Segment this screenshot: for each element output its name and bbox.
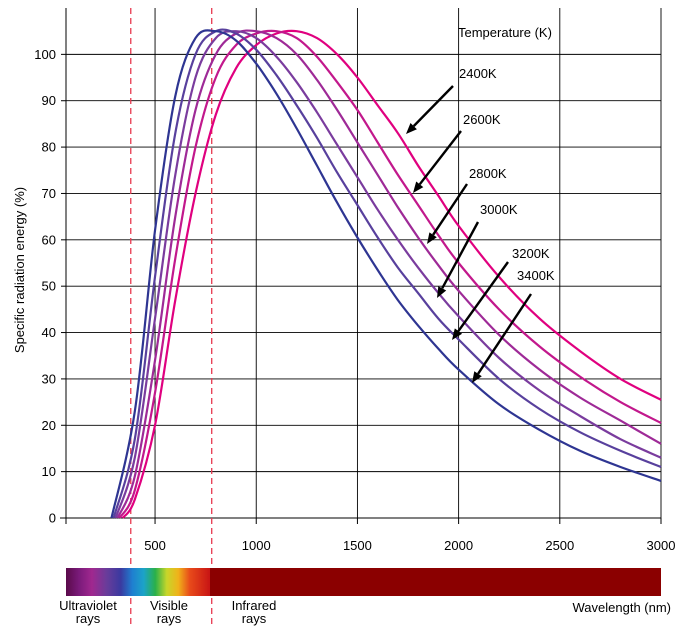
- y-tick-label: 20: [42, 418, 56, 433]
- x-tick-label: 1500: [343, 538, 372, 553]
- arrow-2400K: [412, 85, 454, 127]
- series-label-2600K: 2600K: [463, 112, 501, 127]
- series-line-2600K: [118, 29, 662, 519]
- x-tick-label: 500: [144, 538, 166, 553]
- spectrum-infrared-segment: [210, 568, 661, 596]
- y-tick-label: 0: [49, 511, 56, 526]
- spectrum-bar: [66, 568, 661, 596]
- arrow-3000K: [441, 221, 480, 289]
- band-label-ultraviolet-line2: rays: [76, 611, 101, 626]
- arrowhead-3200K: [452, 328, 463, 340]
- legend-title: Temperature (K): [458, 25, 552, 40]
- arrowhead-2600K: [413, 181, 424, 193]
- arrowhead-3000K: [437, 286, 447, 298]
- series-line-3400K: [110, 29, 662, 519]
- series-label-3000K: 3000K: [480, 202, 518, 217]
- band-label-infrared-line2: rays: [242, 611, 267, 626]
- arrow-3400K: [477, 293, 533, 375]
- x-tick-label: 2000: [444, 538, 473, 553]
- series-labels: 2400K 2600K 2800K 3000K 3200K 3400K: [459, 66, 555, 283]
- spectrum-visible-segment: [66, 568, 210, 596]
- y-tick-label: 100: [34, 47, 56, 62]
- band-boundaries: [130, 8, 213, 626]
- x-axis-label: Wavelength (nm): [573, 600, 672, 615]
- band-label-ultraviolet-line1: Ultraviolet: [59, 598, 117, 613]
- arrow-2800K: [432, 183, 468, 236]
- series-label-2400K: 2400K: [459, 66, 497, 81]
- y-tick-label: 70: [42, 186, 56, 201]
- arrowhead-2800K: [427, 232, 437, 244]
- series-line-2400K: [121, 29, 662, 519]
- y-tick-label: 60: [42, 232, 56, 247]
- series-line-3000K: [114, 30, 662, 519]
- series-label-3400K: 3400K: [517, 268, 555, 283]
- series-label-2800K: 2800K: [469, 166, 507, 181]
- arrowhead-2400K: [406, 123, 417, 134]
- x-tick-label: 1000: [242, 538, 271, 553]
- arrow-2600K: [418, 130, 462, 186]
- band-label-visible-line2: rays: [157, 611, 182, 626]
- series-line-3200K: [112, 28, 662, 519]
- arrow-3200K: [457, 261, 509, 332]
- series-line-2800K: [116, 29, 662, 519]
- series-lines: [110, 28, 662, 519]
- y-axis-label: Specific radiation energy (%): [12, 187, 27, 353]
- axes: 0 10 20 30 40 50 60 70 80 90 100 500 1000 1500 2000 250…: [34, 8, 675, 553]
- y-tick-label: 40: [42, 325, 56, 340]
- band-label-infrared-line1: Infrared: [232, 598, 277, 613]
- y-tick-label: 30: [42, 371, 56, 386]
- band-label-visible-line1: Visible: [150, 598, 188, 613]
- y-tick-label: 50: [42, 279, 56, 294]
- y-tick-label: 80: [42, 140, 56, 155]
- label-arrows: [406, 85, 533, 383]
- arrowhead-3400K: [472, 371, 482, 383]
- y-tick-label: 10: [42, 464, 56, 479]
- band-labels: Ultraviolet rays Visible rays Infrared r…: [59, 598, 276, 626]
- x-tick-label: 2500: [545, 538, 574, 553]
- y-tick-label: 90: [42, 93, 56, 108]
- x-tick-label: 3000: [647, 538, 676, 553]
- series-label-3200K: 3200K: [512, 246, 550, 261]
